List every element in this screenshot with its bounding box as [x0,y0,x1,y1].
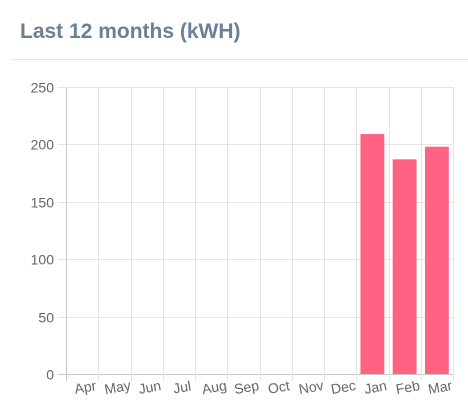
x-tick-label: Aug [201,377,228,397]
y-tick-label: 0 [46,367,54,383]
x-tick-label: Jul [172,378,192,397]
x-tick-label: Jan [363,377,388,397]
y-tick-label: 100 [31,252,55,268]
bar-feb [392,159,417,374]
x-tick-label: Nov [297,377,324,397]
x-tick-label: Feb [394,377,421,397]
bar-mar [424,146,449,374]
x-tick-label: Dec [330,377,357,397]
bar-jan [360,134,385,374]
y-tick-label: 250 [31,80,55,96]
bar-chart: 0 50 100 150 200 250 Apr May Jun Jul Aug Sep Oct Nov D… [31,80,454,397]
x-tick-label: May [103,377,132,397]
x-tick-label: Apr [73,377,98,397]
x-tick-label: Oct [267,377,291,397]
x-tick-label: Jun [137,377,162,397]
y-tick-label: 150 [31,195,55,211]
card-title: Last 12 months (kWH) [20,20,241,43]
x-tick-label: Mar [427,377,454,397]
x-tick-label: Sep [233,377,261,397]
title-divider [13,59,468,60]
y-tick-label: 200 [31,137,55,153]
y-tick-label: 50 [38,310,54,326]
